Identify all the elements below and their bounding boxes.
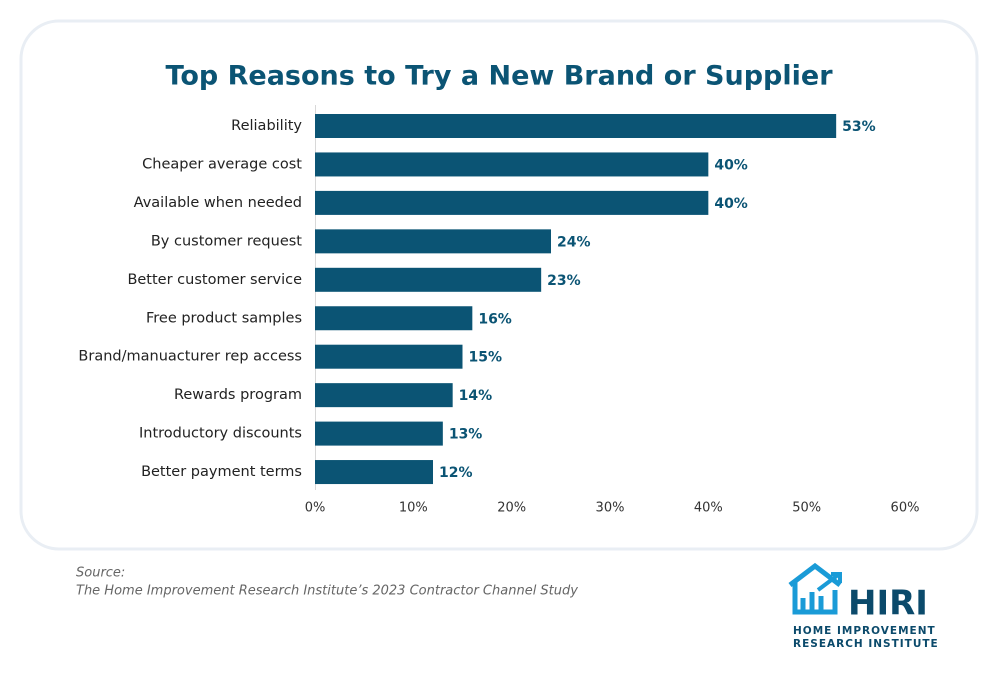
bar <box>315 190 709 215</box>
x-tick-label: 10% <box>399 501 428 516</box>
value-label: 23% <box>547 273 581 289</box>
bar <box>315 383 453 408</box>
bar <box>315 152 709 177</box>
y-tick-label: Rewards program <box>174 387 302 403</box>
value-label: 13% <box>449 427 483 443</box>
bar <box>315 421 443 446</box>
x-tick-label: 0% <box>305 501 326 516</box>
value-label: 15% <box>469 350 503 366</box>
value-label: 40% <box>714 196 748 212</box>
y-tick-label: By customer request <box>151 233 302 249</box>
source-label: Source: <box>76 566 125 581</box>
x-tick-label: 60% <box>891 501 920 516</box>
bar <box>315 460 433 485</box>
x-tick-label: 30% <box>596 501 625 516</box>
value-label: 53% <box>842 119 876 135</box>
y-tick-label: Better payment terms <box>141 464 302 480</box>
y-tick-label: Cheaper average cost <box>142 156 302 172</box>
value-label: 14% <box>459 388 493 404</box>
y-tick-label: Reliability <box>231 118 302 134</box>
logo-name: HIRI <box>848 584 928 624</box>
y-tick-label: Better customer service <box>127 272 302 288</box>
bar <box>315 114 837 138</box>
bar <box>315 344 463 369</box>
value-label: 24% <box>557 234 591 250</box>
y-tick-label: Introductory discounts <box>139 426 302 442</box>
y-tick-label: Available when needed <box>134 195 302 211</box>
y-tick-label: Free product samples <box>146 310 302 326</box>
bar <box>315 306 473 331</box>
logo-icon <box>788 562 842 615</box>
value-label: 12% <box>439 465 473 481</box>
bar <box>315 267 542 292</box>
x-tick-label: 50% <box>792 501 821 516</box>
x-tick-label: 20% <box>497 501 526 516</box>
bar <box>315 229 551 254</box>
chart-title: Top Reasons to Try a New Brand or Suppli… <box>165 61 833 92</box>
y-tick-label: Brand/manuacturer rep access <box>78 349 302 365</box>
x-tick-label: 40% <box>694 501 723 516</box>
logo-line: RESEARCH INSTITUTE <box>793 638 939 650</box>
value-label: 16% <box>478 311 512 327</box>
source: The Home Improvement Research Institute’… <box>76 584 578 599</box>
value-label: 40% <box>714 157 748 173</box>
logo-line: HOME IMPROVEMENT <box>793 625 936 637</box>
